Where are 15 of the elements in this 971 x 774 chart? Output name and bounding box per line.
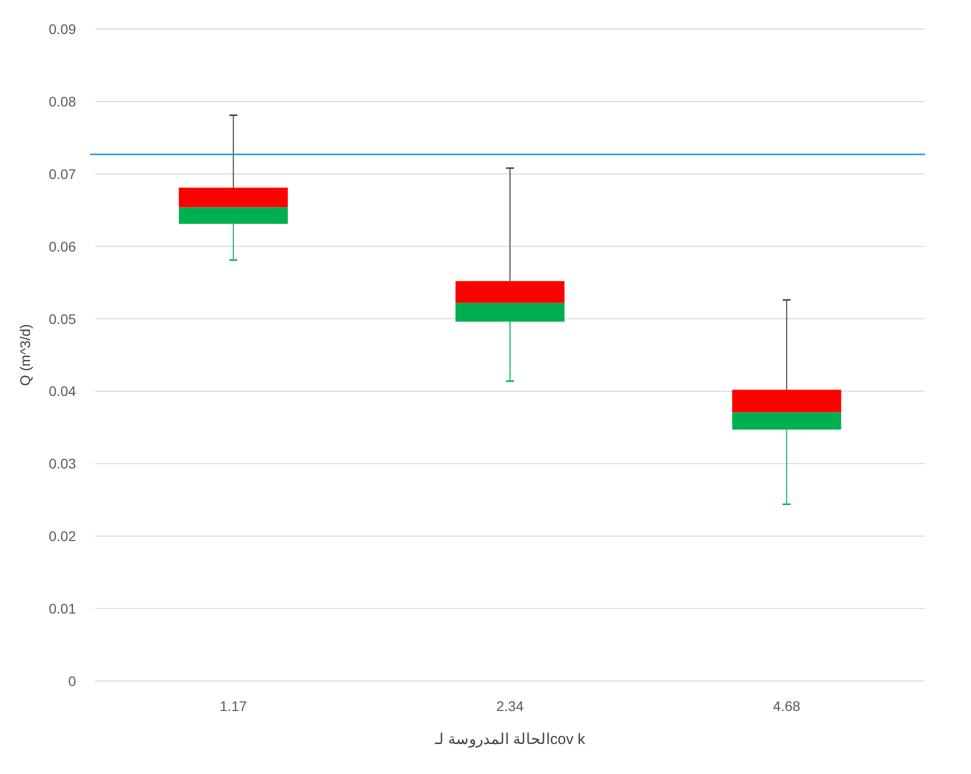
y-tick-label: 0.05 (48, 310, 76, 327)
y-tick-label: 0.06 (48, 238, 76, 254)
x-axis-title: الحالة المدروسة لـcov k (434, 731, 586, 748)
y-tick-label: 0.08 (48, 93, 76, 110)
x-tick-label: 1.17 (220, 698, 248, 714)
y-tick-label: 0.01 (48, 600, 76, 617)
y-tick-label: 0 (68, 673, 76, 689)
y-axis-title: Q (m^3/d) (17, 324, 33, 386)
y-tick-label: 0.07 (48, 166, 76, 182)
y-tick-label: 0.03 (48, 456, 76, 472)
y-tick-label: 0.04 (48, 383, 76, 400)
y-tick-label: 0.02 (48, 528, 76, 544)
x-tick-label: 2.34 (496, 698, 524, 714)
y-tick-label: 0.09 (48, 21, 76, 37)
x-tick-label: 4.68 (773, 698, 801, 714)
